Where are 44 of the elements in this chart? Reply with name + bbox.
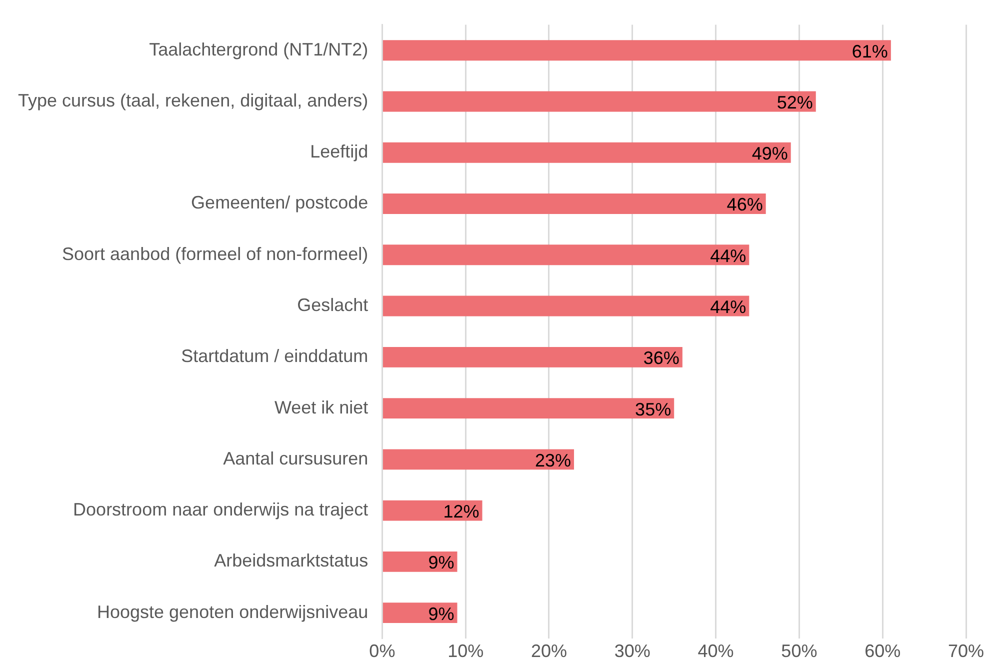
x-tick-label: 70% — [948, 641, 984, 662]
data-label: 35% — [635, 399, 672, 420]
bar — [382, 500, 482, 521]
data-label: 44% — [710, 297, 746, 317]
bar — [382, 40, 891, 61]
bar — [382, 296, 750, 316]
bar — [382, 194, 766, 214]
bar — [382, 449, 574, 470]
y-tick-label: Type cursus (taal, rekenen, digitaal, anders) — [18, 90, 368, 110]
x-tick-label: 20% — [530, 641, 568, 662]
data-label: 52% — [776, 92, 813, 112]
data-label: 23% — [534, 450, 572, 470]
data-label: 36% — [643, 348, 680, 368]
y-tick-label: Hoogste genoten onderwijsniveau — [96, 602, 368, 622]
y-tick-label: Arbeidsmarktstatus — [214, 550, 368, 571]
bar — [382, 398, 674, 419]
y-tick-label: Doorstroom naar onderwijs na traject — [73, 500, 368, 520]
data-label: 9% — [428, 604, 454, 624]
y-tick-label: Startdatum / einddatum — [181, 346, 368, 366]
data-label: 44% — [710, 246, 746, 266]
data-label: 9% — [428, 552, 454, 573]
y-tick-label: Gemeenten/ postcode — [191, 192, 368, 213]
bar — [382, 91, 816, 112]
bar — [382, 346, 682, 368]
data-label: 49% — [752, 144, 788, 164]
bar — [382, 602, 458, 624]
bar — [382, 244, 750, 266]
data-label: 61% — [852, 41, 888, 62]
x-tick-label: 40% — [698, 641, 734, 662]
y-tick-label: Aantal cursusuren — [223, 448, 368, 468]
x-tick-label: 30% — [614, 641, 650, 662]
y-tick-label: Soort aanbod (formeel of non-formeel) — [62, 244, 368, 264]
x-tick-label: 60% — [864, 641, 901, 662]
y-tick-label: Weet ik niet — [274, 397, 368, 418]
bar — [382, 551, 458, 572]
y-tick-label: Taalachtergrond (NT1/NT2) — [149, 39, 368, 60]
y-tick-label: Leeftijd — [310, 142, 368, 162]
data-label: 12% — [443, 502, 480, 522]
y-tick-label: Geslacht — [297, 295, 368, 315]
data-label: 46% — [726, 194, 763, 215]
x-tick-label: 50% — [781, 641, 818, 662]
x-tick-label: 0% — [369, 641, 396, 662]
bar — [382, 142, 791, 163]
x-tick-label: 10% — [448, 641, 484, 662]
